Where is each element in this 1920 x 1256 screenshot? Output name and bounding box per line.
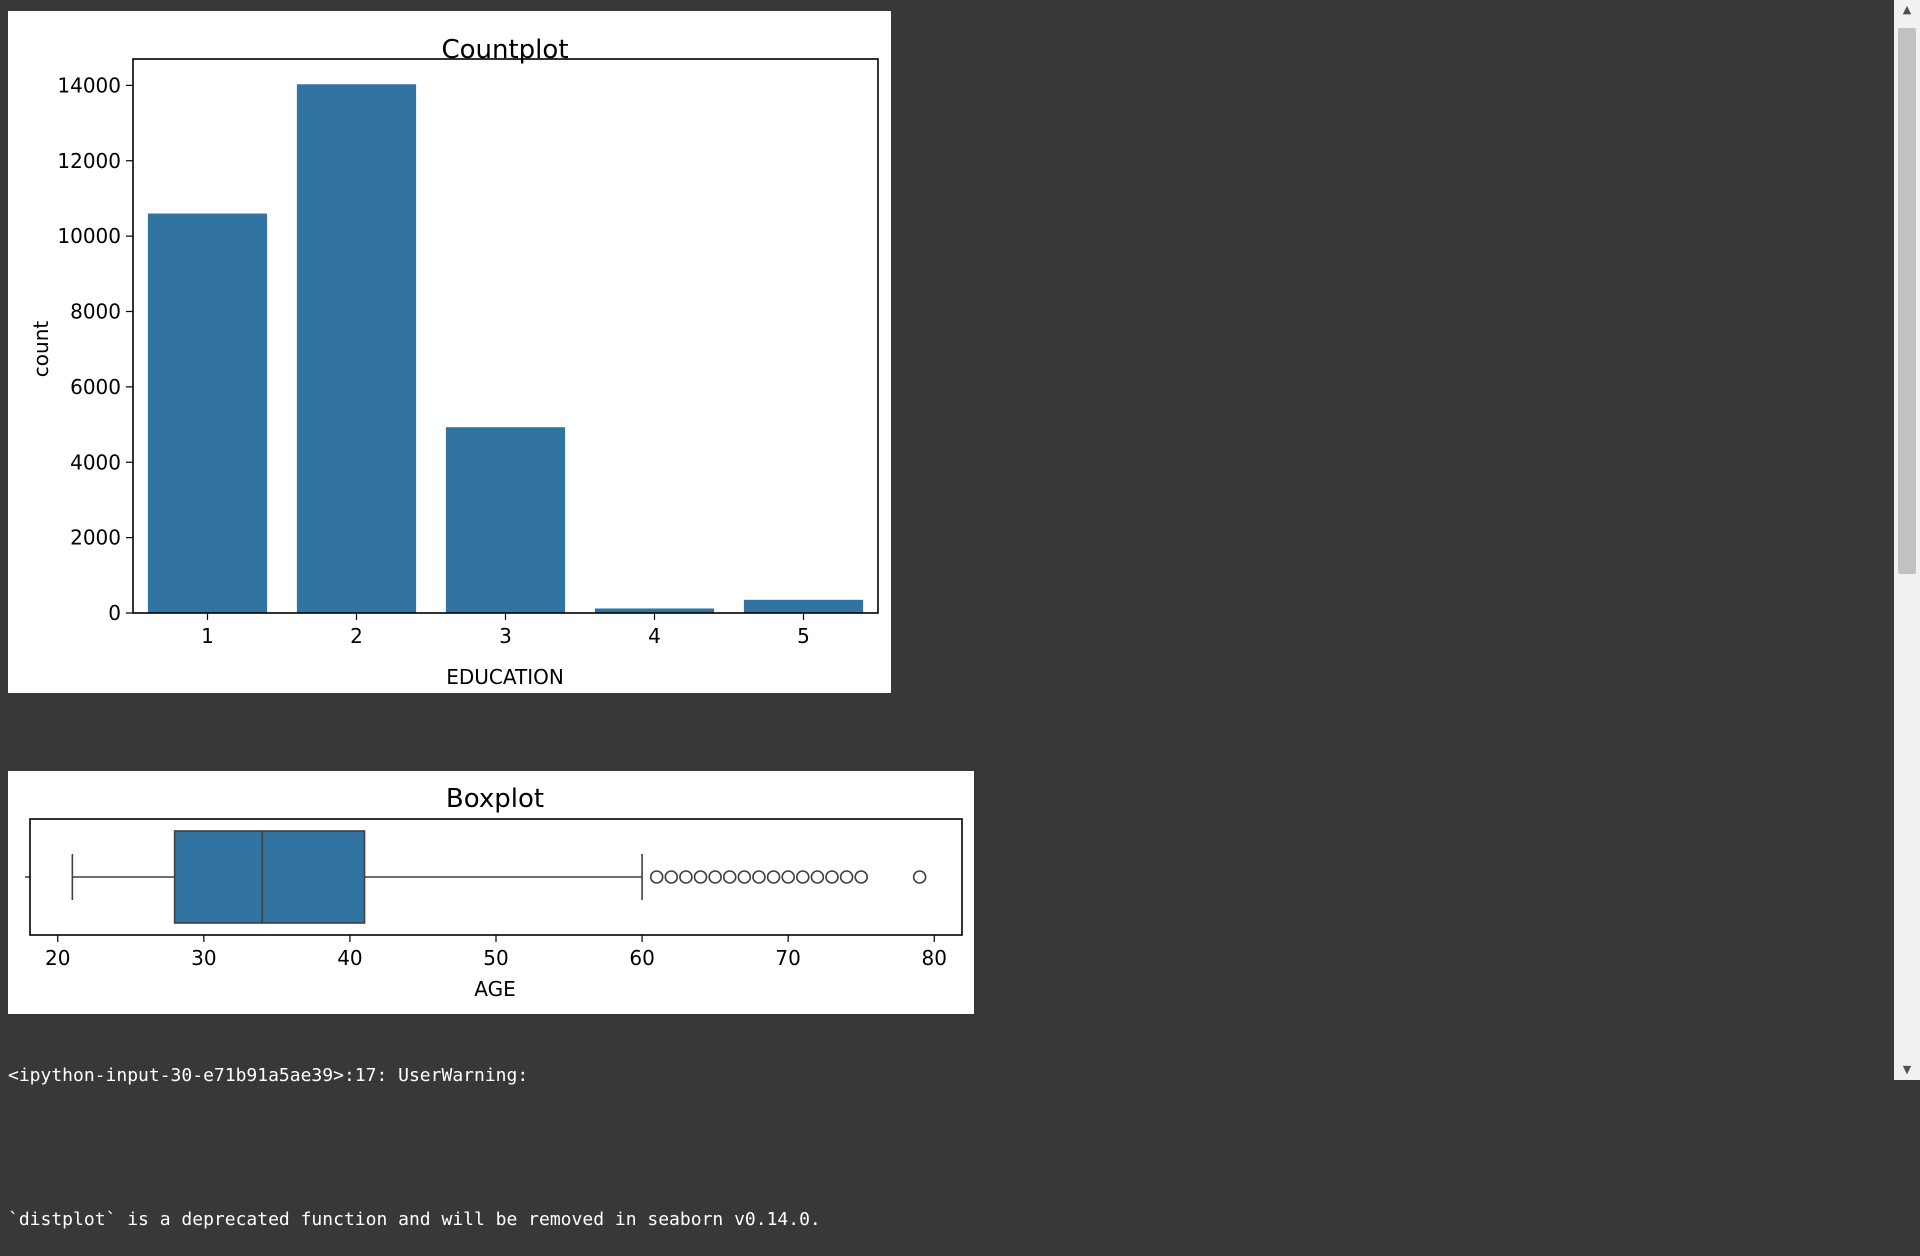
countplot-xtick-label: 2 <box>350 624 363 648</box>
boxplot-outlier <box>781 870 795 884</box>
countplot-ytick-label: 6000 <box>70 375 121 399</box>
boxplot-xtick-label: 40 <box>337 946 362 970</box>
countplot-bar <box>147 213 268 613</box>
boxplot-title: Boxplot <box>446 784 544 814</box>
countplot-ylabel: count <box>29 321 53 378</box>
boxplot-outlier <box>737 870 752 884</box>
boxplot-outlier <box>825 870 839 884</box>
countplot-bar <box>445 427 566 613</box>
boxplot-outlier <box>839 870 854 884</box>
boxplot-svg: Boxplot AGE 20 30 40 50 60 70 80 <box>25 784 963 1001</box>
boxplot-outlier <box>810 870 825 884</box>
countplot-bar <box>296 84 417 613</box>
countplot-bar <box>594 608 715 613</box>
countplot-figure: Countplot EDUCATION count 0 2000 4000 6000 8… <box>8 11 891 693</box>
countplot-bar <box>743 599 864 613</box>
countplot-xtick-label: 4 <box>648 624 661 648</box>
console-line: <ipython-input-30-e71b91a5ae39>:17: User… <box>8 1065 529 1086</box>
boxplot-xlabel: AGE <box>474 977 515 1001</box>
boxplot-outlier <box>854 870 869 884</box>
boxplot-xtick-label: 50 <box>483 946 508 970</box>
scrollbar-thumb[interactable] <box>1898 28 1916 574</box>
countplot-svg: Countplot EDUCATION count 0 2000 4000 6000 8… <box>29 35 879 689</box>
boxplot-outlier <box>722 870 737 884</box>
countplot-ytick-label: 4000 <box>70 450 121 474</box>
boxplot-frame <box>29 818 963 936</box>
countplot-ytick-label: 10000 <box>57 224 121 248</box>
console-output: <ipython-input-30-e71b91a5ae39>:17: User… <box>8 1016 1888 1256</box>
boxplot-outlier <box>795 870 810 884</box>
boxplot-figure: Boxplot AGE 20 30 40 50 60 70 80 <box>8 771 974 1014</box>
boxplot-xtick-label: 70 <box>775 946 800 970</box>
boxplot-outlier <box>649 870 664 884</box>
boxplot-outlier <box>766 870 781 884</box>
countplot-frame <box>132 58 879 614</box>
countplot-title: Countplot <box>441 35 568 65</box>
boxplot-outlier <box>912 870 927 884</box>
countplot-xlabel: EDUCATION <box>446 665 564 689</box>
boxplot-xtick-label: 80 <box>922 946 947 970</box>
boxplot-outlier <box>693 870 708 884</box>
countplot-ytick-label: 0 <box>108 601 121 625</box>
vertical-scrollbar[interactable]: ▲ ▼ <box>1894 0 1920 1080</box>
boxplot-xtick-label: 30 <box>191 946 216 970</box>
countplot-xtick-label: 1 <box>201 624 214 648</box>
scroll-up-icon[interactable]: ▲ <box>1902 3 1912 16</box>
boxplot-outlier <box>664 870 679 884</box>
countplot-xtick-label: 3 <box>499 624 512 648</box>
countplot-xtick-label: 5 <box>797 624 810 648</box>
countplot-ytick-label: 8000 <box>70 300 121 324</box>
countplot-ytick-label: 2000 <box>70 526 121 550</box>
countplot-ytick-label: 14000 <box>57 73 121 97</box>
console-line: `distplot` is a deprecated function and … <box>8 1209 821 1230</box>
boxplot-xtick-label: 60 <box>629 946 654 970</box>
scroll-down-icon[interactable]: ▼ <box>1902 1063 1912 1076</box>
boxplot-box <box>173 830 366 924</box>
countplot-ytick-label: 12000 <box>57 149 121 173</box>
boxplot-outlier <box>752 870 766 884</box>
boxplot-xtick-label: 20 <box>45 946 70 970</box>
boxplot-outlier <box>708 870 722 884</box>
boxplot-outlier <box>679 870 693 884</box>
